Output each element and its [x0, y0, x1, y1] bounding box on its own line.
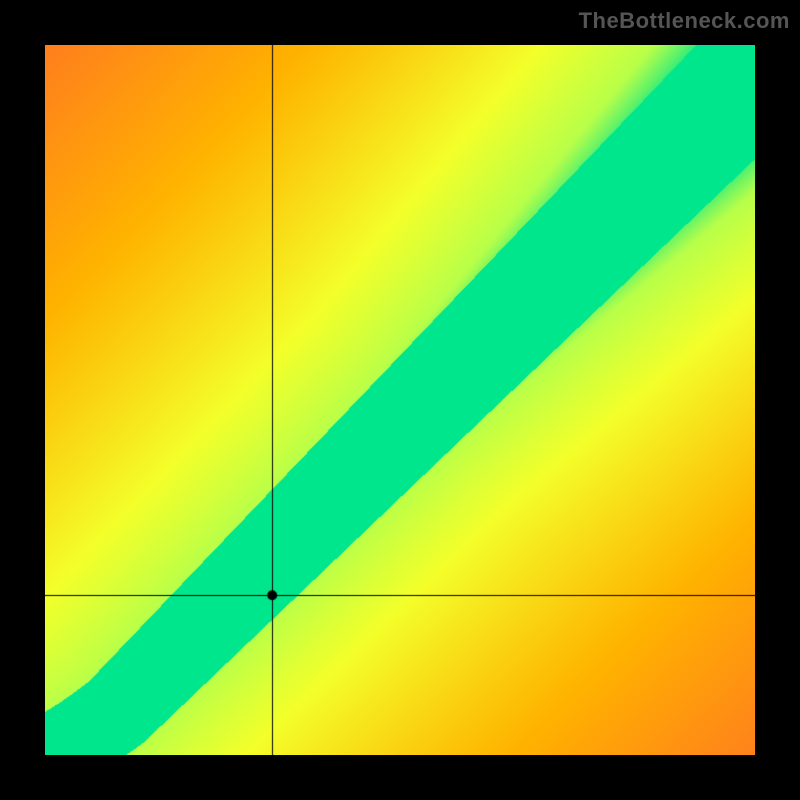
page-container: TheBottleneck.com	[0, 0, 800, 800]
watermark-text: TheBottleneck.com	[579, 8, 790, 34]
heatmap-plot	[45, 45, 755, 755]
crosshair-overlay	[45, 45, 755, 755]
